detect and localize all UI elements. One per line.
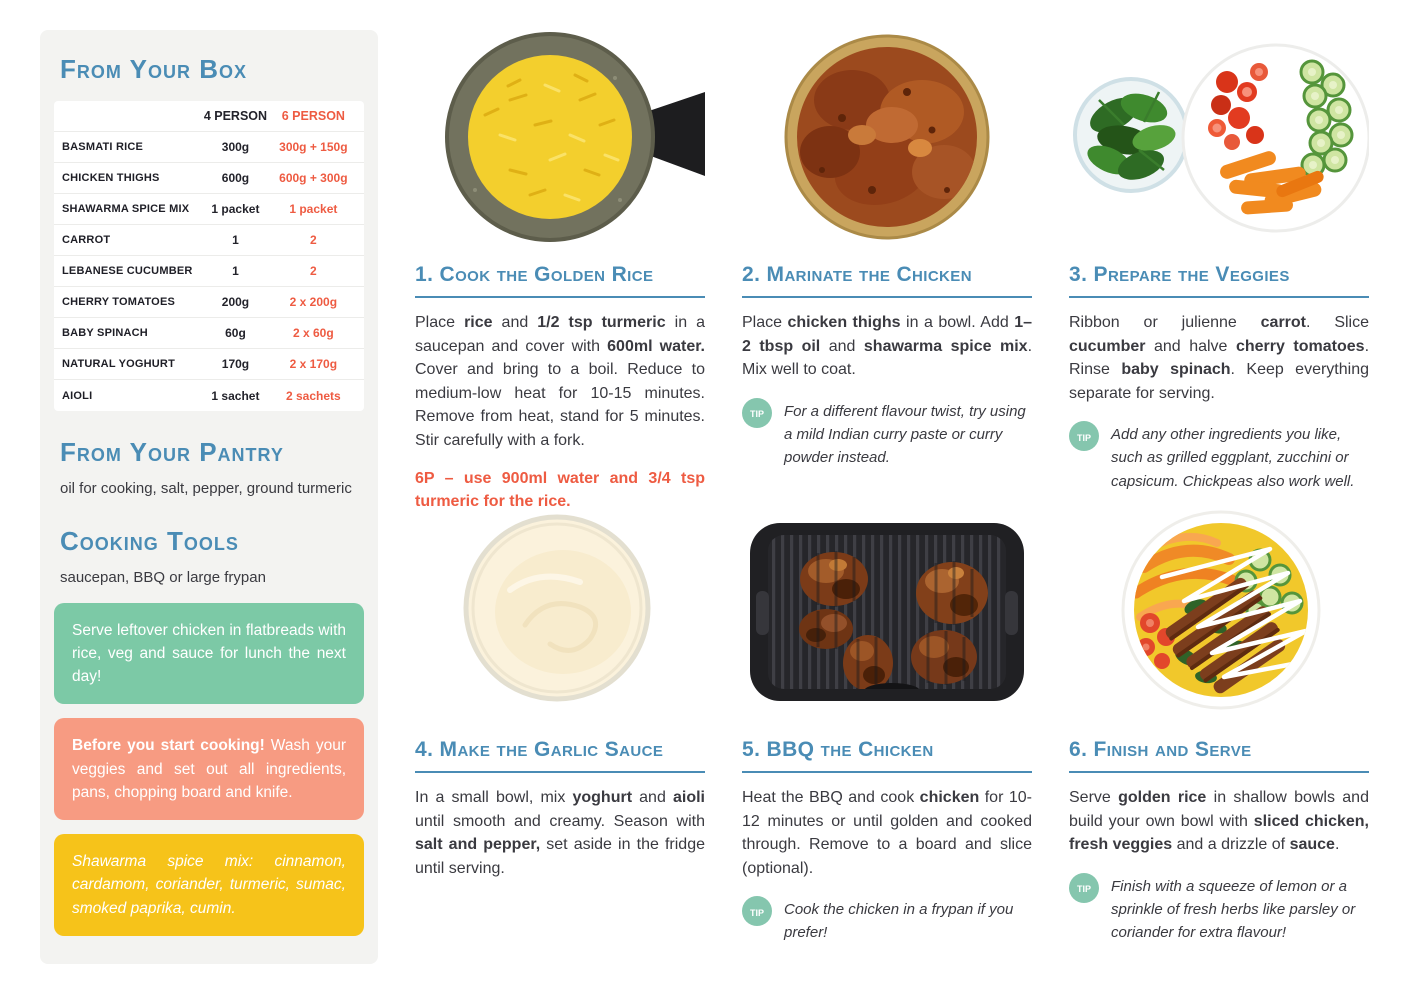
tools-text: saucepan, BBQ or large frypan xyxy=(60,568,266,586)
col-6-person: 6 PERSON xyxy=(281,109,345,123)
tip-icon: tip xyxy=(1069,421,1099,452)
table-row: LEBANESE CUCUMBER 1 2 xyxy=(54,256,364,287)
from-your-box-title: From Your Box xyxy=(60,54,247,84)
step-6: 6. Finish and Serve Serve golden rice in… xyxy=(1069,505,1369,945)
table-row: BABY SPINACH 60g 2 x 60g xyxy=(54,318,364,349)
step-3-tip-text: Add any other ingredients you like, such… xyxy=(1111,426,1355,490)
col-4-person: 4 PERSON xyxy=(203,109,268,123)
marinated-chicken-bowl-photo xyxy=(742,30,1032,245)
step-1: 1. Cook the Golden Rice Place rice and 1… xyxy=(415,30,706,510)
table-header-row: 4 PERSON 6 PERSON xyxy=(54,101,364,132)
rice-pot-photo xyxy=(415,30,705,245)
from-your-pantry-title: From Your Pantry xyxy=(60,437,284,467)
step-2-title: 2. Marinate the Chicken xyxy=(742,263,1032,298)
spice-mix-callout: Shawarma spice mix: cinnamon, cardamom, … xyxy=(54,834,364,936)
step-3: 3. Prepare the Veggies Ribbon or julienn… xyxy=(1069,30,1369,505)
table-row: AIOLI 1 sachet 2 sachets xyxy=(62,388,341,403)
table-row: CHERRY TOMATOES 200g 2 x 200g xyxy=(54,287,364,318)
step-6-body: Serve golden rice in shallow bowls and b… xyxy=(1069,789,1369,854)
leftover-callout: Serve leftover chicken in flatbreads wit… xyxy=(54,602,364,705)
table-row: CHICKEN THIGHS 600g 600g + 300g xyxy=(54,163,364,194)
step-3-tip: tip Add any other ingredients you like, … xyxy=(1069,421,1369,493)
step-1-title: 1. Cook the Golden Rice xyxy=(415,263,705,298)
table-row: BASMATI RICE 300g 300g + 150g xyxy=(54,132,364,163)
step-1-6p-note: 6P – use 900ml water and 3/4 tsp turmeri… xyxy=(415,470,705,511)
table-row: CARROT 1 2 xyxy=(54,225,364,256)
ingredients-sidebar: From Your Box 4 PERSON 6 PERSON BASMATI … xyxy=(40,30,378,964)
step-2-tip: tip For a different flavour twist, try u… xyxy=(742,397,1032,470)
cooking-tools-title: Cooking Tools xyxy=(60,525,239,556)
step-6-title: 6. Finish and Serve xyxy=(1069,738,1369,773)
step-4-body: In a small bowl, mix yoghurt and aioli u… xyxy=(415,789,705,877)
before-cooking-callout: Before you start cooking! Wash your vegg… xyxy=(54,718,364,820)
tip-icon: tip xyxy=(1069,872,1099,903)
step-5-tip: tip Cook the chicken in a frypan if you … xyxy=(742,896,1032,945)
step-5: 5. BBQ the Chicken Heat the BBQ and cook… xyxy=(742,505,1032,945)
step-4-title: 4. Make the Garlic Sauce xyxy=(415,738,705,773)
garlic-sauce-bowl-photo xyxy=(415,505,705,720)
step-6-tip: tip Finish with a squeeze of lemon or a … xyxy=(1069,872,1369,945)
step-6-tip-text: Finish with a squeeze of lemon or a spri… xyxy=(1111,877,1356,942)
step-5-tip-text: Cook the chicken in a frypan if you pref… xyxy=(784,901,1014,942)
steps-grid: 1. Cook the Golden Rice Place rice and 1… xyxy=(415,30,1369,945)
step-1-body: Place rice and 1/2 tsp turmeric in a sau… xyxy=(415,314,706,449)
veggies-photo xyxy=(1069,30,1369,245)
step-2-tip-text: For a different flavour twist, try using… xyxy=(784,402,1026,467)
table-row: NATURAL YOGHURT 170g 2 x 170g xyxy=(54,349,364,380)
finished-bowl-photo xyxy=(1069,505,1369,720)
table-row: SHAWARMA SPICE MIX 1 packet 1 packet xyxy=(54,194,364,225)
step-4: 4. Make the Garlic Sauce In a small bowl… xyxy=(415,505,705,945)
step-2-body: Place chicken thighs in a bowl. Add 1–2 … xyxy=(742,314,1033,379)
step-3-body: Ribbon or julienne carrot. Slice cucumbe… xyxy=(1069,314,1370,402)
step-5-body: Heat the BBQ and cook chicken for 10-12 … xyxy=(742,789,1033,877)
pantry-text: oil for cooking, salt, pepper, ground tu… xyxy=(60,480,352,497)
bbq-grill-photo xyxy=(742,505,1032,720)
step-3-title: 3. Prepare the Veggies xyxy=(1069,263,1369,298)
step-5-title: 5. BBQ the Chicken xyxy=(742,738,1032,773)
tip-icon: tip xyxy=(742,896,772,927)
tip-icon: tip xyxy=(742,397,772,428)
step-2: 2. Marinate the Chicken Place chicken th… xyxy=(742,30,1032,505)
ingredients-table: 4 PERSON 6 PERSON BASMATI RICE 300g 300g… xyxy=(54,101,364,411)
